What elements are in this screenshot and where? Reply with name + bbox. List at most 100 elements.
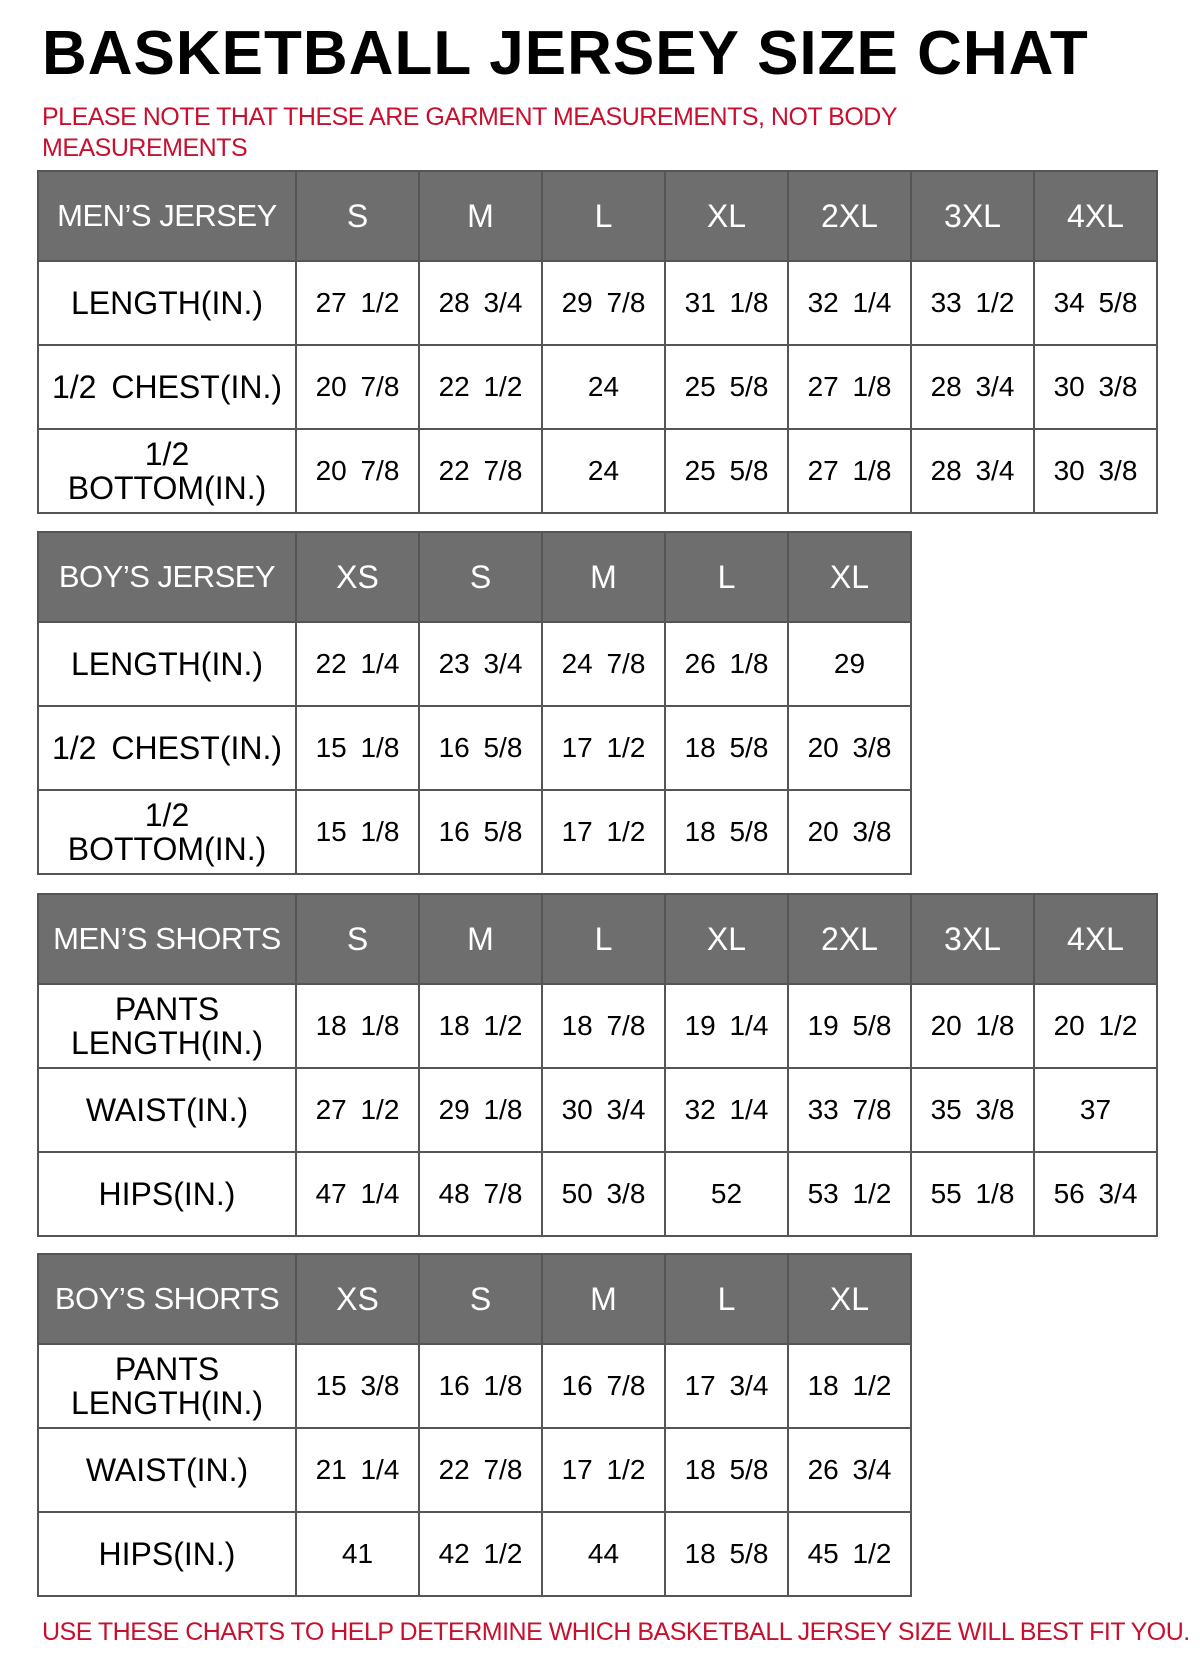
measurement-cell: 29 <box>787 621 912 707</box>
table-row: 1/2 BOTTOM(IN.) 20 7/8 22 7/8 24 25 5/8 27 1/… <box>37 428 1158 514</box>
page-title: BASKETBALL JERSEY SIZE CHAT <box>42 19 1089 88</box>
table-row: HIPS(IN.) 41 42 1/2 44 18 5/8 45 1/2 <box>37 1511 912 1597</box>
header-row: MEN’S JERSEY S M L XL 2XL 3XL 4XL <box>37 170 1158 262</box>
measurement-cell: 22 1/2 <box>418 344 543 430</box>
measurement-cell: 25 5/8 <box>664 428 789 514</box>
table-name: MEN’S SHORTS <box>37 893 297 985</box>
row-label: LENGTH(IN.) <box>37 260 297 346</box>
measurement-cell: 22 1/4 <box>295 621 420 707</box>
row-label: HIPS(IN.) <box>37 1511 297 1597</box>
size-header: XL <box>787 531 912 623</box>
row-label: 1/2 BOTTOM(IN.) <box>37 428 297 514</box>
table-row: 1/2 CHEST(IN.) 20 7/8 22 1/2 24 25 5/8 27 1/8… <box>37 344 1158 430</box>
measurement-cell: 31 1/8 <box>664 260 789 346</box>
row-label: LENGTH(IN.) <box>37 621 297 707</box>
header-row: BOY’S JERSEY XS S M L XL <box>37 531 912 623</box>
measurement-cell: 17 3/4 <box>664 1343 789 1429</box>
size-header: XL <box>787 1253 912 1345</box>
measurement-cell: 44 <box>541 1511 666 1597</box>
measurement-cell: 56 3/4 <box>1033 1151 1158 1237</box>
measurement-cell: 28 3/4 <box>910 344 1035 430</box>
measurement-cell: 29 7/8 <box>541 260 666 346</box>
measurement-cell: 22 7/8 <box>418 428 543 514</box>
measurement-cell: 18 5/8 <box>664 705 789 791</box>
mens-shorts-table: MEN’S SHORTS S M L XL 2XL 3XL 4XL PANTS LENGTH(I… <box>37 893 1158 1237</box>
measurement-cell: 32 1/4 <box>664 1067 789 1153</box>
size-header: L <box>664 531 789 623</box>
table-row: WAIST(IN.) 27 1/2 29 1/8 30 3/4 32 1/4 33 7/8… <box>37 1067 1158 1153</box>
table-row: LENGTH(IN.) 27 1/2 28 3/4 29 7/8 31 1/8 32 1/… <box>37 260 1158 346</box>
measurement-cell: 25 5/8 <box>664 344 789 430</box>
measurement-cell: 20 7/8 <box>295 428 420 514</box>
row-label: HIPS(IN.) <box>37 1151 297 1237</box>
size-header: S <box>418 1253 543 1345</box>
measurement-cell: 47 1/4 <box>295 1151 420 1237</box>
table-row: WAIST(IN.) 21 1/4 22 7/8 17 1/2 18 5/8 26 3/4 <box>37 1427 912 1513</box>
measurement-cell: 20 1/8 <box>910 983 1035 1069</box>
row-label: WAIST(IN.) <box>37 1067 297 1153</box>
row-label: 1/2 CHEST(IN.) <box>37 344 297 430</box>
measurement-cell: 17 1/2 <box>541 789 666 875</box>
size-header: L <box>664 1253 789 1345</box>
measurement-cell: 35 3/8 <box>910 1067 1035 1153</box>
measurement-cell: 29 1/8 <box>418 1067 543 1153</box>
measurement-cell: 27 1/8 <box>787 428 912 514</box>
size-header: M <box>418 893 543 985</box>
measurement-cell: 15 1/8 <box>295 789 420 875</box>
measurement-cell: 33 1/2 <box>910 260 1035 346</box>
measurement-cell: 24 <box>541 344 666 430</box>
measurement-cell: 53 1/2 <box>787 1151 912 1237</box>
measurement-cell: 19 5/8 <box>787 983 912 1069</box>
garment-note: PLEASE NOTE THAT THESE ARE GARMENT MEASU… <box>42 103 897 162</box>
measurement-cell: 30 3/4 <box>541 1067 666 1153</box>
measurement-cell: 27 1/8 <box>787 344 912 430</box>
size-header: S <box>295 170 420 262</box>
row-label: 1/2 CHEST(IN.) <box>37 705 297 791</box>
table-row: 1/2 BOTTOM(IN.) 15 1/8 16 5/8 17 1/2 18 5/8 2… <box>37 789 912 875</box>
measurement-cell: 16 1/8 <box>418 1343 543 1429</box>
size-header: 4XL <box>1033 170 1158 262</box>
size-header: 2XL <box>787 893 912 985</box>
size-header: L <box>541 893 666 985</box>
measurement-cell: 18 1/2 <box>787 1343 912 1429</box>
row-label: PANTS LENGTH(IN.) <box>37 983 297 1069</box>
measurement-cell: 20 1/2 <box>1033 983 1158 1069</box>
size-header: 2XL <box>787 170 912 262</box>
measurement-cell: 48 7/8 <box>418 1151 543 1237</box>
measurement-cell: 20 3/8 <box>787 705 912 791</box>
size-header: S <box>418 531 543 623</box>
measurement-cell: 26 3/4 <box>787 1427 912 1513</box>
measurement-cell: 33 7/8 <box>787 1067 912 1153</box>
size-header: XL <box>664 170 789 262</box>
boys-jersey-table: BOY’S JERSEY XS S M L XL LENGTH(IN.) 22 1/4 23 3… <box>37 531 912 875</box>
header-row: MEN’S SHORTS S M L XL 2XL 3XL 4XL <box>37 893 1158 985</box>
measurement-cell: 18 5/8 <box>664 1511 789 1597</box>
measurement-cell: 45 1/2 <box>787 1511 912 1597</box>
size-header: 4XL <box>1033 893 1158 985</box>
measurement-cell: 15 3/8 <box>295 1343 420 1429</box>
measurement-cell: 30 3/8 <box>1033 428 1158 514</box>
table-row: PANTS LENGTH(IN.) 18 1/8 18 1/2 18 7/8 19 1/… <box>37 983 1158 1069</box>
table-row: HIPS(IN.) 47 1/4 48 7/8 50 3/8 52 53 1/2 55 1/… <box>37 1151 1158 1237</box>
measurement-cell: 17 1/2 <box>541 705 666 791</box>
measurement-cell: 28 3/4 <box>910 428 1035 514</box>
size-header: M <box>541 1253 666 1345</box>
row-label: 1/2 BOTTOM(IN.) <box>37 789 297 875</box>
table-row: 1/2 CHEST(IN.) 15 1/8 16 5/8 17 1/2 18 5/8 20… <box>37 705 912 791</box>
measurement-cell: 16 7/8 <box>541 1343 666 1429</box>
measurement-cell: 24 7/8 <box>541 621 666 707</box>
measurement-cell: 27 1/2 <box>295 1067 420 1153</box>
measurement-cell: 26 1/8 <box>664 621 789 707</box>
boys-shorts-table: BOY’S SHORTS XS S M L XL PANTS LENGTH(IN.) 15 3… <box>37 1253 912 1597</box>
measurement-cell: 23 3/4 <box>418 621 543 707</box>
measurement-cell: 41 <box>295 1511 420 1597</box>
measurement-cell: 30 3/8 <box>1033 344 1158 430</box>
size-header: XS <box>295 1253 420 1345</box>
measurement-cell: 20 3/8 <box>787 789 912 875</box>
measurement-cell: 19 1/4 <box>664 983 789 1069</box>
measurement-cell: 28 3/4 <box>418 260 543 346</box>
mens-jersey-table: MEN’S JERSEY S M L XL 2XL 3XL 4XL LENGTH(IN.) 27 … <box>37 170 1158 514</box>
measurement-cell: 20 7/8 <box>295 344 420 430</box>
measurement-cell: 18 1/8 <box>295 983 420 1069</box>
measurement-cell: 32 1/4 <box>787 260 912 346</box>
